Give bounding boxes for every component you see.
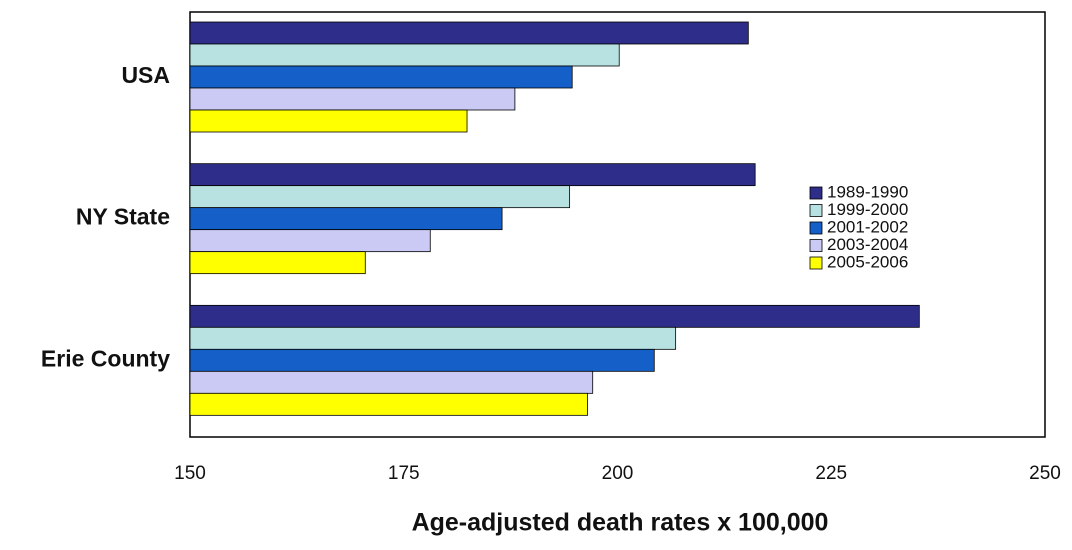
bar (189, 43, 620, 67)
x-tick-label: 225 (815, 463, 847, 484)
legend-swatch (809, 204, 823, 217)
bar (189, 304, 920, 328)
legend-swatch (809, 221, 823, 235)
bar (189, 87, 516, 111)
bar (189, 326, 677, 350)
legend-label: 2003-2004 (827, 235, 908, 254)
legend-label: 2001-2002 (827, 217, 908, 236)
bar (189, 21, 749, 45)
bar (189, 251, 366, 275)
bar (189, 370, 594, 394)
bar (189, 207, 503, 231)
legend-label: 1999-2000 (827, 200, 908, 219)
x-tick-label: 150 (174, 463, 206, 484)
y-tick-label: NY State (76, 204, 170, 230)
x-tick-label: 200 (602, 463, 634, 484)
y-tick-label: USA (121, 62, 170, 88)
x-tick-label: 175 (388, 463, 420, 484)
legend-swatch (809, 186, 823, 200)
legend-swatch (809, 239, 823, 252)
legend-label: 1989-1990 (827, 182, 908, 201)
x-tick-label: 250 (1029, 463, 1061, 484)
bar (189, 109, 468, 133)
legend-label: 2005-2006 (827, 252, 908, 271)
bar (189, 229, 431, 253)
bar (189, 185, 571, 209)
bar (189, 348, 655, 372)
x-axis-title: Age-adjusted death rates x 100,000 (412, 509, 829, 537)
y-tick-label: Erie County (41, 345, 170, 371)
bar (189, 392, 588, 416)
bar (189, 163, 756, 187)
legend-swatch (809, 256, 823, 270)
bar (189, 65, 573, 89)
